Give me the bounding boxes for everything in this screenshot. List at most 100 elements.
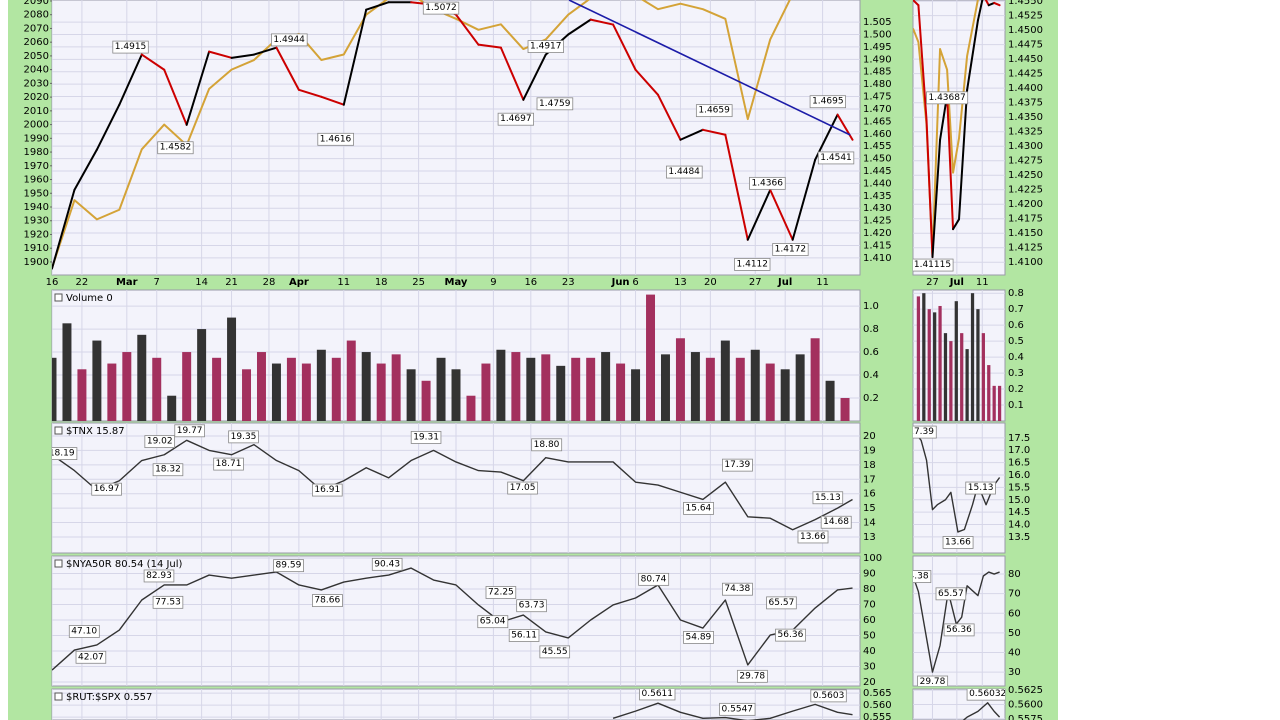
volume-bar bbox=[933, 312, 937, 421]
annotation: 1.4695 bbox=[809, 95, 846, 109]
panel-icon bbox=[54, 293, 63, 302]
annotation-box bbox=[91, 482, 122, 496]
annotation-label: 19.77 bbox=[177, 426, 203, 436]
annotation: 18.32 bbox=[152, 463, 184, 477]
y-tick-label: 1.4325 bbox=[1008, 127, 1043, 138]
volume-bar bbox=[331, 357, 341, 421]
price-segment bbox=[724, 133, 749, 241]
annotation: 1.4484 bbox=[666, 165, 703, 179]
y-tick-label: 0.555 bbox=[863, 712, 892, 720]
x-tick-label: 13 bbox=[674, 277, 687, 288]
annotation-box bbox=[273, 559, 304, 573]
y-tick-label: 1920 bbox=[24, 229, 49, 240]
x-tick-label: 23 bbox=[562, 277, 575, 288]
y-tick-label: 1.455 bbox=[863, 141, 892, 152]
price-segment bbox=[925, 119, 934, 259]
volume-bar bbox=[271, 363, 281, 421]
y-tick-label: 1.465 bbox=[863, 116, 892, 127]
annotation-box bbox=[722, 582, 753, 596]
volume-bar bbox=[107, 363, 117, 421]
price-segment bbox=[365, 1, 390, 11]
y-tick-label: 1.500 bbox=[863, 29, 892, 40]
price-segment bbox=[297, 88, 323, 98]
y-tick-label: 1.4100 bbox=[1008, 257, 1043, 268]
plot-area bbox=[52, 290, 860, 421]
panel-icon bbox=[54, 692, 63, 701]
annotation-label: 19.35 bbox=[231, 432, 257, 442]
volume-bar bbox=[586, 357, 596, 421]
volume-bar bbox=[571, 357, 581, 421]
y-tick-label: 1.470 bbox=[863, 104, 892, 115]
annotation-label: 1.5072 bbox=[425, 3, 457, 13]
plot-area: 0.5611 0.5547 0.5603 bbox=[52, 689, 860, 720]
annotation-label: 42.07 bbox=[78, 652, 104, 662]
x-tick-label: 6 bbox=[632, 277, 638, 288]
x-tick-label: 28 bbox=[263, 277, 276, 288]
annotation-label: 1.4172 bbox=[775, 245, 807, 255]
annotation-label: 56.36 bbox=[778, 630, 804, 640]
annotation-box bbox=[271, 33, 308, 47]
panel-title: $NYA50R 80.54 (14 Jul) bbox=[66, 559, 183, 570]
volume-bar bbox=[735, 357, 745, 421]
annotation-label: 65.57 bbox=[769, 598, 795, 608]
volume-bar bbox=[182, 352, 192, 421]
y-tick-label: 1.415 bbox=[863, 240, 892, 251]
y-tick-label: 18 bbox=[863, 460, 876, 471]
volume-bar bbox=[391, 354, 401, 421]
y-tick-label: 17.0 bbox=[1008, 445, 1030, 456]
y-tick-label: 16.0 bbox=[1008, 470, 1030, 481]
volume-bar bbox=[197, 329, 207, 421]
volume-bar bbox=[922, 293, 926, 421]
annotation: 56.36 bbox=[943, 623, 975, 637]
volume-bar bbox=[997, 385, 1002, 421]
plot-area bbox=[913, 290, 1005, 421]
volume-bar bbox=[938, 305, 942, 421]
x-tick-label: Jul bbox=[949, 277, 964, 288]
y-tick-label: 1.480 bbox=[863, 79, 892, 90]
annotation-box bbox=[317, 132, 354, 146]
annotation: 13.66 bbox=[942, 536, 974, 549]
y-tick-label: 0.565 bbox=[863, 688, 892, 699]
y-tick-label: 1.4500 bbox=[1008, 25, 1043, 36]
price-segment bbox=[320, 95, 345, 106]
annotation-box bbox=[749, 176, 786, 190]
annotation: 0.56032 bbox=[966, 689, 1005, 701]
annotation-label: 1.4915 bbox=[115, 42, 147, 52]
annotation: 1.41115 bbox=[913, 258, 954, 272]
price-segment bbox=[95, 103, 121, 151]
annotation: 42.07 bbox=[75, 650, 107, 664]
y-tick-label: 70 bbox=[1008, 589, 1021, 600]
y-tick-label: 70 bbox=[863, 599, 876, 610]
price-segment bbox=[946, 94, 955, 231]
y-tick-label: 1.0 bbox=[863, 301, 879, 312]
annotation-label: 15.13 bbox=[968, 483, 994, 493]
price-segment bbox=[140, 53, 166, 71]
annotation: 1.4112 bbox=[734, 257, 771, 271]
plot-area: 0.56032 bbox=[913, 689, 1005, 720]
annotation-label: 89.59 bbox=[276, 561, 302, 571]
price-segment bbox=[679, 128, 704, 141]
y-tick-label: 1.430 bbox=[863, 203, 892, 214]
annotation-label: 1.41115 bbox=[914, 260, 951, 270]
x-tick-label: 18 bbox=[375, 277, 388, 288]
volume-bar bbox=[646, 294, 656, 421]
price-segment bbox=[791, 158, 817, 241]
price-segment bbox=[342, 8, 368, 106]
annotation-label: 1.4616 bbox=[320, 134, 352, 144]
annotation-box bbox=[736, 669, 768, 683]
price-segment bbox=[769, 188, 794, 241]
annotation-label: 18.32 bbox=[155, 465, 181, 475]
annotation-box bbox=[812, 491, 844, 505]
annotation-box bbox=[152, 595, 184, 609]
y-tick-label: 14.5 bbox=[1008, 507, 1030, 518]
annotation-label: 0.5547 bbox=[722, 704, 754, 714]
y-tick-label: 0.6 bbox=[1008, 320, 1024, 331]
annotation: 18.19 bbox=[52, 447, 78, 461]
annotation-box bbox=[638, 572, 670, 586]
annotation-box bbox=[766, 596, 797, 610]
y-tick-label: 0.5600 bbox=[1008, 700, 1043, 711]
price-segment bbox=[958, 88, 969, 221]
price-segment bbox=[634, 68, 659, 96]
annotation-label: 54.89 bbox=[686, 632, 712, 642]
y-tick-label: 1900 bbox=[24, 257, 49, 268]
